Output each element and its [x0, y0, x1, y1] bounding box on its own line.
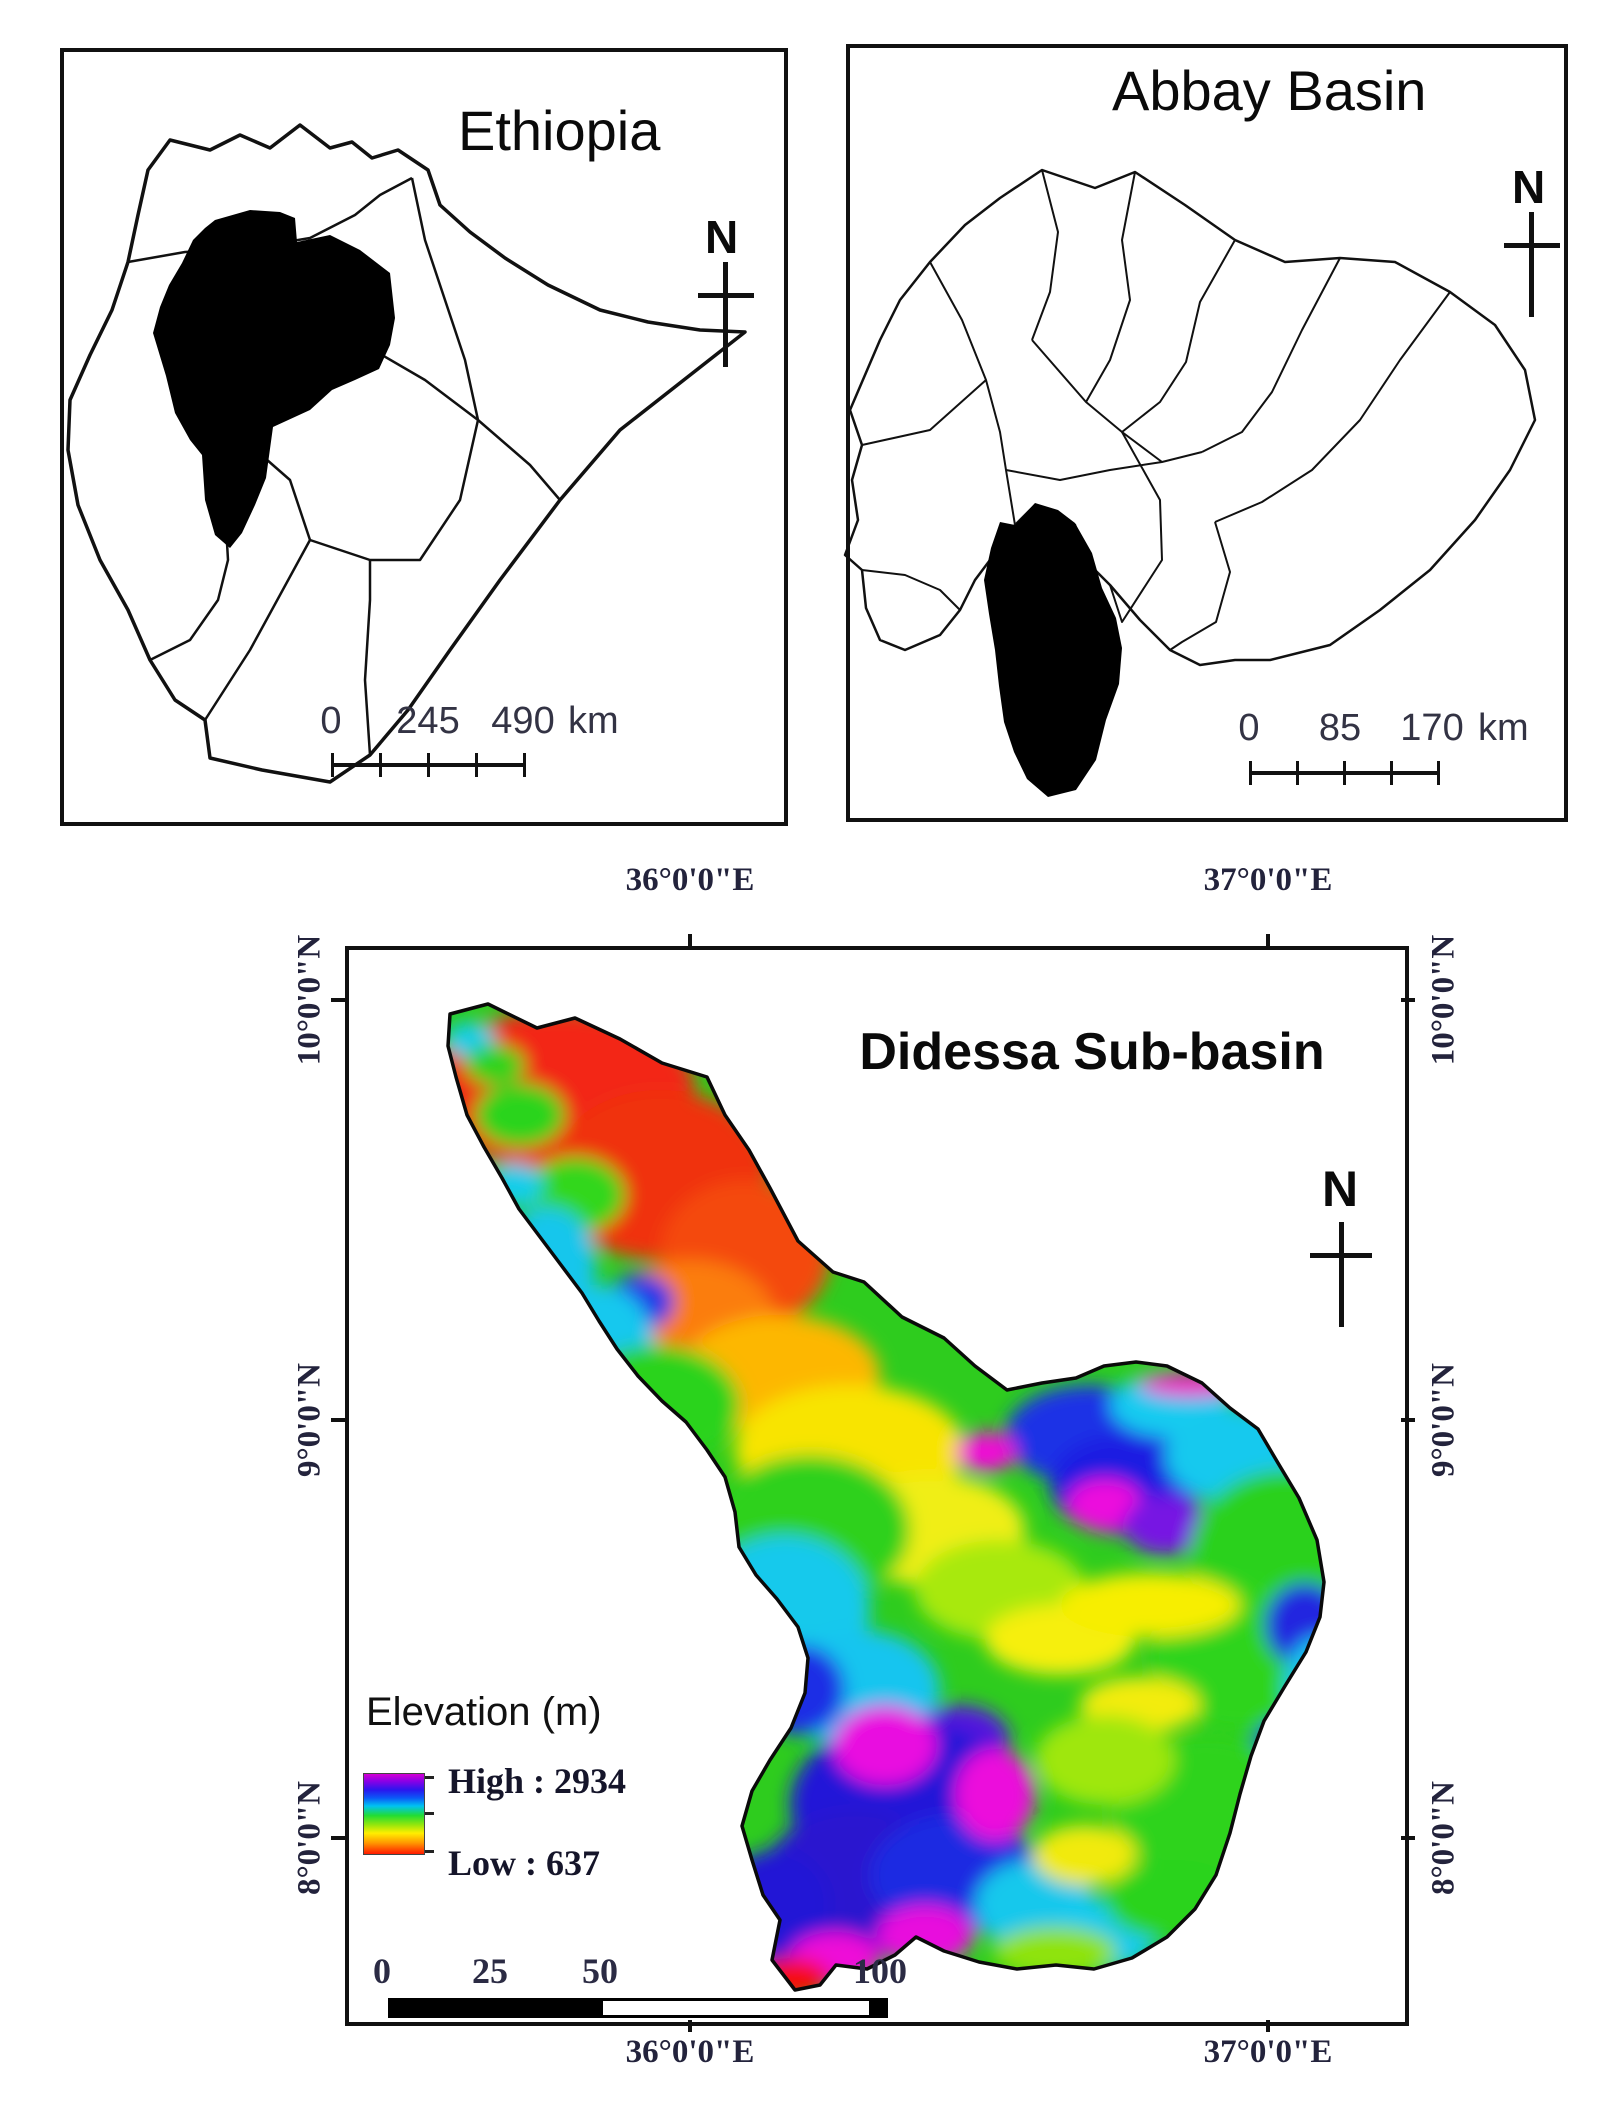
- axis-tick: [1401, 1836, 1415, 1840]
- scalebar-tick: [1343, 761, 1346, 785]
- ethiopia-region-boundaries: [127, 176, 561, 756]
- didessa-lat-left-9: 9°0'0"N: [291, 1362, 328, 1478]
- abbay-subbasin-boundaries: [861, 169, 1451, 651]
- axis-tick: [1401, 1418, 1415, 1422]
- abbay-scale-170: 170: [1400, 707, 1464, 749]
- abbay-scale-85: 85: [1318, 707, 1362, 749]
- didessa-elevation-raster: [446, 1002, 1326, 1992]
- didessa-panel-frame: [345, 946, 1409, 2026]
- axis-tick: [1401, 998, 1415, 1002]
- didessa-north-label: N: [1322, 1161, 1359, 1217]
- scalebar-tick: [331, 753, 334, 777]
- didessa-lat-left-10: 10°0'0"N: [291, 934, 328, 1066]
- axis-tick: [331, 1418, 345, 1422]
- didessa-lon-top-37: 37°0'0"E: [1203, 862, 1333, 898]
- abbay-scale-0: 0: [1238, 707, 1260, 749]
- axis-tick: [688, 2020, 692, 2032]
- didessa-lat-right-9: 9°0'0"N: [1425, 1362, 1462, 1478]
- didessa-north-arrow-crossbar: [1310, 1253, 1372, 1258]
- scalebar-tick: [1249, 761, 1252, 785]
- didessa-scale-50: 50: [582, 1951, 618, 1991]
- ethiopia-map: [66, 123, 747, 784]
- didessa-north-arrow-icon: [1339, 1222, 1344, 1327]
- didessa-scalebar-end-cap: [872, 1998, 888, 2018]
- scalebar-tick: [1390, 761, 1393, 785]
- ramp-tick: [425, 1776, 434, 1779]
- didessa-scalebar-white-segment: [600, 1998, 872, 2018]
- didessa-scalebar-black-segment: [388, 1998, 600, 2018]
- abbay-basin-highlight: [153, 210, 395, 548]
- legend-high: High : 2934: [448, 1761, 627, 1801]
- didessa-title: Didessa Sub-basin: [859, 1023, 1325, 1081]
- scalebar-tick: [523, 753, 526, 777]
- ethiopia-north-label: N: [705, 211, 739, 263]
- axis-tick: [331, 998, 345, 1002]
- axis-tick: [688, 934, 692, 946]
- didessa-scale-100: 100: [853, 1951, 907, 1991]
- ethiopia-scale-unit: km: [568, 700, 619, 742]
- didessa-scale-0: 0: [373, 1951, 391, 1991]
- scalebar-tick: [379, 753, 382, 777]
- abbay-north-label: N: [1512, 161, 1546, 213]
- didessa-scale-25: 25: [472, 1951, 508, 1991]
- didessa-lon-top-36: 36°0'0"E: [625, 862, 755, 898]
- didessa-subbasin-highlight: [984, 503, 1122, 797]
- ramp-tick: [425, 1850, 434, 1853]
- scalebar-tick: [475, 753, 478, 777]
- ethiopia-scale-490: 490: [491, 700, 555, 742]
- abbay-panel-frame: [846, 44, 1568, 822]
- ethiopia-north-arrow-crossbar: [698, 293, 754, 298]
- ethiopia-north-arrow-icon: [723, 262, 728, 367]
- abbay-scale-unit: km: [1478, 707, 1529, 749]
- didessa-lat-left-8: 8°0'0"N: [291, 1780, 328, 1896]
- scalebar-tick: [1437, 761, 1440, 785]
- didessa-lon-bottom-36: 36°0'0"E: [625, 2034, 755, 2070]
- didessa-lat-right-8: 8°0'0"N: [1425, 1780, 1462, 1896]
- abbay-basin-map: [843, 168, 1537, 797]
- scalebar-tick: [1296, 761, 1299, 785]
- abbay-title: Abbay Basin: [1112, 59, 1427, 122]
- abbay-north-arrow-icon: [1529, 212, 1534, 317]
- ethiopia-title: Ethiopia: [458, 99, 661, 162]
- axis-tick: [1266, 2020, 1270, 2032]
- didessa-outline: [446, 1002, 1326, 1992]
- didessa-lat-right-10: 10°0'0"N: [1425, 934, 1462, 1066]
- elevation-ramp: [363, 1773, 425, 1855]
- axis-tick: [331, 1836, 345, 1840]
- scalebar-tick: [427, 753, 430, 777]
- ramp-tick: [425, 1812, 434, 1815]
- legend-title: Elevation (m): [366, 1690, 602, 1734]
- legend-low: Low : 637: [448, 1843, 600, 1883]
- ethiopia-panel-frame: [60, 48, 788, 826]
- didessa-lon-bottom-37: 37°0'0"E: [1203, 2034, 1333, 2070]
- ethiopia-scale-0: 0: [320, 700, 342, 742]
- axis-tick: [1266, 934, 1270, 946]
- ethiopia-scale-245: 245: [396, 700, 460, 742]
- abbay-north-arrow-crossbar: [1504, 243, 1560, 248]
